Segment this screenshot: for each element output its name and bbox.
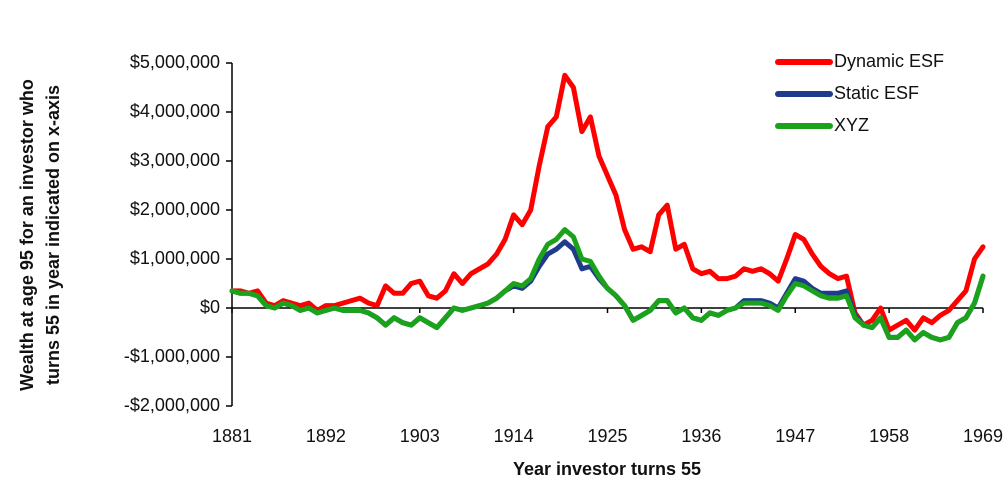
series-line xyxy=(229,227,986,343)
x-tick-label: 1881 xyxy=(212,426,252,446)
y-tick-label: -$1,000,000 xyxy=(124,346,220,366)
y-tick-label: $1,000,000 xyxy=(130,248,220,268)
x-tick-label: 1958 xyxy=(869,426,909,446)
x-tick-label: 1947 xyxy=(775,426,815,446)
legend-label: XYZ xyxy=(834,115,869,135)
x-tick-label: 1925 xyxy=(587,426,627,446)
x-tick-label: 1936 xyxy=(681,426,721,446)
y-tick-label: $0 xyxy=(200,297,220,317)
y-axis-label: turns 55 in year indicated on x-axis xyxy=(43,85,63,385)
series-line xyxy=(229,72,986,333)
y-tick-label: $4,000,000 xyxy=(130,101,220,121)
x-tick-label: 1914 xyxy=(494,426,534,446)
y-tick-label: $2,000,000 xyxy=(130,199,220,219)
y-tick-label: -$2,000,000 xyxy=(124,395,220,415)
x-tick-label: 1969 xyxy=(963,426,1003,446)
x-axis-label: Year investor turns 55 xyxy=(513,459,701,479)
legend-label: Dynamic ESF xyxy=(834,51,944,71)
y-tick-label: $3,000,000 xyxy=(130,150,220,170)
y-tick-label: $5,000,000 xyxy=(130,52,220,72)
x-tick-label: 1903 xyxy=(400,426,440,446)
legend-label: Static ESF xyxy=(834,83,919,103)
y-axis-label: Wealth at age 95 for an investor who xyxy=(17,79,37,391)
x-tick-label: 1892 xyxy=(306,426,346,446)
